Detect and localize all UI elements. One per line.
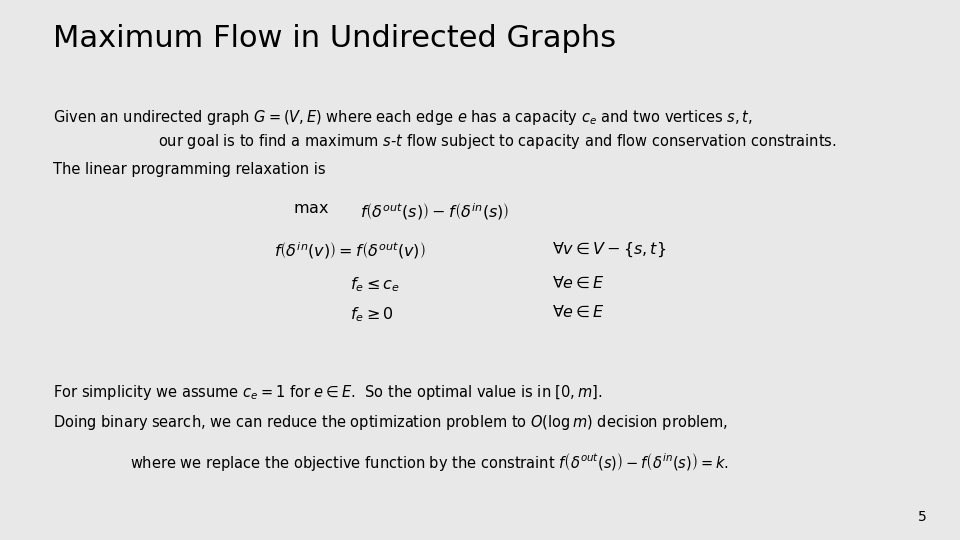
Text: $f\left(\delta^{out}(s)\right) - f\left(\delta^{in}(s)\right)$: $f\left(\delta^{out}(s)\right) - f\left(… xyxy=(360,201,510,221)
Text: 5: 5 xyxy=(918,510,926,524)
Text: $\mathrm{max}$: $\mathrm{max}$ xyxy=(293,201,329,216)
Text: For simplicity we assume $c_e = 1$ for $e \in E$.  So the optimal value is in $[: For simplicity we assume $c_e = 1$ for $… xyxy=(53,383,602,402)
Text: Maximum Flow in Undirected Graphs: Maximum Flow in Undirected Graphs xyxy=(53,24,616,53)
Text: our goal is to find a maximum $s$-$t$ flow subject to capacity and flow conserva: our goal is to find a maximum $s$-$t$ fl… xyxy=(158,132,837,151)
Text: $f\left(\delta^{in}(v)\right) = f\left(\delta^{out}(v)\right)$: $f\left(\delta^{in}(v)\right) = f\left(\… xyxy=(274,240,425,261)
Text: $\forall e \in E$: $\forall e \in E$ xyxy=(552,275,605,291)
Text: $\forall v \in V - \{s, t\}$: $\forall v \in V - \{s, t\}$ xyxy=(552,240,666,259)
Text: The linear programming relaxation is: The linear programming relaxation is xyxy=(53,162,325,177)
Text: $f_e \leq c_e$: $f_e \leq c_e$ xyxy=(350,275,400,294)
Text: Doing binary search, we can reduce the optimization problem to $O(\log m)$ decis: Doing binary search, we can reduce the o… xyxy=(53,413,728,432)
Text: Given an undirected graph $G = (V, E)$ where each edge $e$ has a capacity $c_e$ : Given an undirected graph $G = (V, E)$ w… xyxy=(53,108,753,127)
Text: $f_e \geq 0$: $f_e \geq 0$ xyxy=(350,305,394,324)
Text: $\forall e \in E$: $\forall e \in E$ xyxy=(552,305,605,320)
Text: where we replace the objective function by the constraint $f\left(\delta^{out}(s: where we replace the objective function … xyxy=(130,451,729,473)
